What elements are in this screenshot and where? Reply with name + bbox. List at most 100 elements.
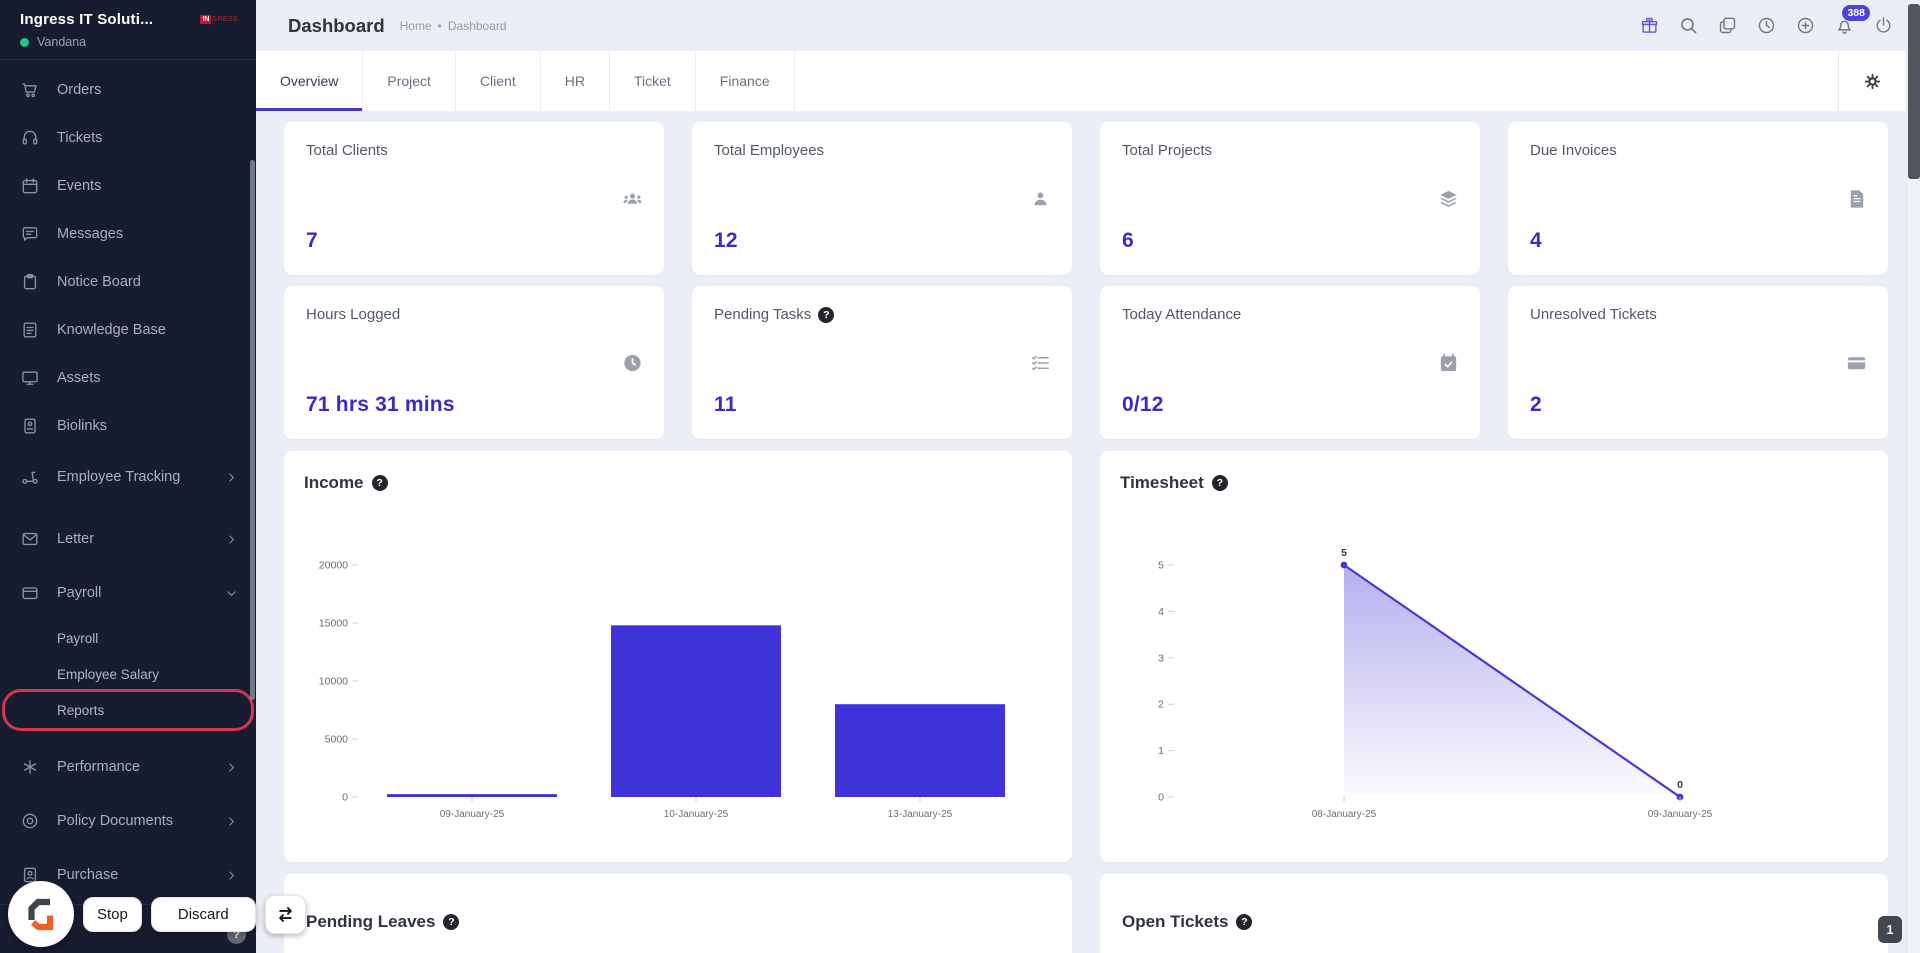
help-icon[interactable]: ? xyxy=(1212,475,1228,491)
tab-finance[interactable]: Finance xyxy=(696,51,795,111)
bell-icon[interactable]: 388 xyxy=(1834,15,1855,36)
scrollbar-thumb[interactable] xyxy=(1908,4,1920,179)
cart-icon xyxy=(20,80,40,100)
chevron-right-icon xyxy=(225,761,238,774)
swap-button[interactable] xyxy=(265,895,306,934)
tab-project[interactable]: Project xyxy=(363,51,456,111)
chevron-down-icon xyxy=(225,587,238,600)
swap-icon xyxy=(274,903,297,926)
svg-text:5: 5 xyxy=(1341,547,1347,559)
user-icon xyxy=(1029,187,1052,210)
stat-label: Unresolved Tickets xyxy=(1530,306,1657,323)
discard-button[interactable]: Discard xyxy=(151,897,256,932)
stat-value: 11 xyxy=(714,393,737,417)
svg-text:09-January-25: 09-January-25 xyxy=(440,809,505,820)
clock-icon[interactable] xyxy=(1756,15,1777,36)
sidebar-item-notice-board[interactable]: Notice Board xyxy=(0,258,256,306)
sidebar-item-payroll[interactable]: Payroll xyxy=(0,566,256,620)
headset-icon xyxy=(20,128,40,148)
sidebar-subitem-reports[interactable]: Reports xyxy=(0,692,256,728)
sidebar-item-policy-documents[interactable]: Policy Documents xyxy=(0,794,256,848)
income-chart-card: Income ? 0500010000150002000009-January-… xyxy=(284,451,1072,862)
tab-ticket[interactable]: Ticket xyxy=(610,51,696,111)
svg-text:10-January-25: 10-January-25 xyxy=(664,809,729,820)
sidebar-item-label: Knowledge Base xyxy=(57,322,166,338)
tab-overview[interactable]: Overview xyxy=(256,51,363,111)
sidebar-item-label: Letter xyxy=(57,531,94,547)
sidebar-item-performance[interactable]: Performance xyxy=(0,740,256,794)
stat-card-total-projects[interactable]: Total Projects6 xyxy=(1100,122,1480,275)
users-icon xyxy=(621,187,644,210)
svg-text:10000: 10000 xyxy=(319,676,348,688)
sidebar-item-orders[interactable]: Orders xyxy=(0,66,256,114)
tab-settings-area xyxy=(1838,51,1906,111)
browser-agent-logo[interactable] xyxy=(8,881,74,947)
timesheet-line-chart: 012345508-January-25009-January-25 xyxy=(1120,501,1868,831)
sidebar-subitem-label: Payroll xyxy=(57,631,98,646)
online-status-dot xyxy=(20,38,29,47)
stat-label: Hours Logged xyxy=(306,306,400,323)
invoice-icon xyxy=(1845,187,1868,210)
tab-bar: Overview Project ClientHRTicketFinance xyxy=(256,51,1906,111)
svg-text:08-January-25: 08-January-25 xyxy=(1312,809,1377,820)
tab-label: Project xyxy=(387,73,431,89)
breadcrumb-home[interactable]: Home xyxy=(400,19,432,33)
breadcrumb-current: Dashboard xyxy=(448,19,507,33)
help-icon[interactable]: ? xyxy=(443,914,459,930)
stat-card-hours-logged[interactable]: Hours Logged71 hrs 31 mins xyxy=(284,286,664,439)
svg-text:20000: 20000 xyxy=(319,560,348,572)
sidebar-item-letter[interactable]: Letter xyxy=(0,512,256,566)
stat-card-total-clients[interactable]: Total Clients7 xyxy=(284,122,664,275)
sidebar-item-employee-tracking[interactable]: Employee Tracking xyxy=(0,450,256,504)
power-icon[interactable] xyxy=(1873,15,1894,36)
help-icon[interactable]: ? xyxy=(1236,914,1252,930)
sidebar-item-knowledge-base[interactable]: Knowledge Base xyxy=(0,306,256,354)
sidebar-subitem-label: Reports xyxy=(57,703,104,718)
clipboard-icon xyxy=(20,272,40,292)
ingress-logo: INGRESS xyxy=(200,15,238,24)
sidebar-item-events[interactable]: Events xyxy=(0,162,256,210)
tab-client[interactable]: Client xyxy=(456,51,541,111)
clock-filled-icon xyxy=(621,351,644,374)
sidebar-item-assets[interactable]: Assets xyxy=(0,354,256,402)
sidebar-scrollbar[interactable] xyxy=(250,160,255,700)
stat-card-total-employees[interactable]: Total Employees12 xyxy=(692,122,1072,275)
stop-button[interactable]: Stop xyxy=(83,897,142,932)
stat-card-today-attendance[interactable]: Today Attendance0/12 xyxy=(1100,286,1480,439)
gift-icon[interactable] xyxy=(1639,15,1660,36)
help-icon[interactable]: ? xyxy=(372,475,388,491)
stat-card-due-invoices[interactable]: Due Invoices4 xyxy=(1508,122,1888,275)
chevron-right-icon xyxy=(225,815,238,828)
search-icon[interactable] xyxy=(1678,15,1699,36)
sidebar-item-label: Events xyxy=(57,178,101,194)
agent-control-overlay: Stop Discard xyxy=(8,881,306,947)
sidebar-item-biolinks[interactable]: Biolinks xyxy=(0,402,256,450)
stat-label: Total Employees xyxy=(714,142,824,159)
stat-label: Total Clients xyxy=(306,142,388,159)
sidebar-item-label: Payroll xyxy=(57,585,101,601)
tab-hr[interactable]: HR xyxy=(541,51,610,111)
sidebar-item-tickets[interactable]: Tickets xyxy=(0,114,256,162)
plus-circle-icon[interactable] xyxy=(1795,15,1816,36)
svg-text:13-January-25: 13-January-25 xyxy=(888,809,953,820)
sidebar-subitem-employee-salary[interactable]: Employee Salary xyxy=(0,656,256,692)
pending-leaves-title: Pending Leaves xyxy=(306,912,435,932)
sidebar-item-label: Biolinks xyxy=(57,418,107,434)
gear-icon[interactable] xyxy=(1863,72,1882,91)
charts-row: Income ? 0500010000150002000009-January-… xyxy=(284,451,1888,862)
stat-card-unresolved-tickets[interactable]: Unresolved Tickets2 xyxy=(1508,286,1888,439)
sidebar-item-messages[interactable]: Messages xyxy=(0,210,256,258)
help-icon[interactable]: ? xyxy=(818,307,834,323)
page-scrollbar[interactable] xyxy=(1906,0,1920,953)
top-bar: Dashboard Home • Dashboard 388 xyxy=(256,0,1906,51)
sidebar-subitem-payroll[interactable]: Payroll xyxy=(0,620,256,656)
stat-card-pending-tasks[interactable]: Pending Tasks?11 xyxy=(692,286,1072,439)
checklist-icon xyxy=(1029,351,1052,374)
annotation-highlight-ring xyxy=(2,689,254,731)
agent-logo-icon xyxy=(21,894,61,934)
stat-label: Today Attendance xyxy=(1122,306,1241,323)
wallet-icon xyxy=(20,583,40,603)
envelope-icon xyxy=(20,529,40,549)
notes-icon[interactable] xyxy=(1717,15,1738,36)
stats-row-1: Total Clients7Total Employees12Total Pro… xyxy=(284,122,1888,275)
